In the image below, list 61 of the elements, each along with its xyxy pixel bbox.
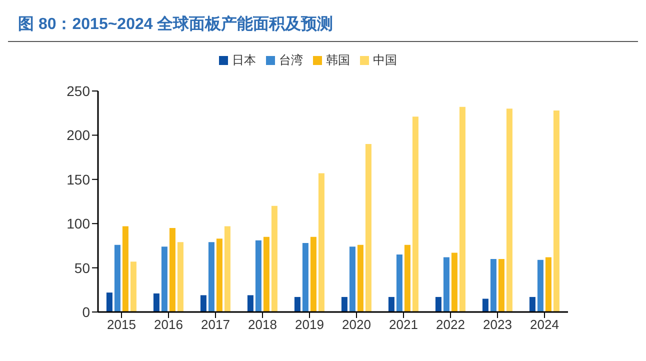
chart-title: 图 80：2015~2024 全球面板产能面积及预测 [8, 8, 638, 42]
bar [545, 257, 552, 312]
x-tick-label: 2015 [107, 317, 136, 332]
bar [247, 295, 254, 312]
bar [177, 242, 184, 312]
bar [365, 144, 372, 312]
bar [263, 236, 270, 312]
legend-label: 台湾 [279, 53, 303, 67]
x-tick-label: 2018 [248, 317, 277, 332]
bar [482, 298, 488, 312]
bar [106, 292, 112, 312]
x-tick-label: 2016 [154, 317, 183, 332]
y-tick-label: 50 [74, 260, 90, 276]
bar [412, 116, 418, 312]
bar [271, 206, 278, 312]
bar [396, 254, 402, 312]
bar [498, 258, 504, 312]
bar [451, 252, 458, 312]
bar [302, 243, 308, 312]
bar [122, 226, 128, 312]
x-tick-label: 2020 [342, 317, 371, 332]
bar [130, 262, 136, 312]
bar [459, 106, 466, 312]
bar [310, 236, 316, 312]
bar [349, 246, 356, 312]
bar [169, 228, 176, 312]
bar [114, 244, 120, 312]
x-tick-label: 2024 [530, 317, 559, 332]
bar [506, 108, 512, 312]
bar [404, 244, 410, 312]
y-tick-label: 0 [82, 304, 90, 320]
x-tick-label: 2017 [201, 317, 230, 332]
bar [553, 110, 560, 312]
bar [357, 244, 364, 312]
x-tick-label: 2019 [295, 317, 324, 332]
bar [318, 173, 324, 312]
bar [435, 296, 442, 312]
bar [153, 293, 160, 312]
bar [341, 296, 348, 312]
y-tick-label: 250 [66, 82, 90, 99]
y-tick-label: 150 [66, 171, 90, 188]
bar [529, 296, 536, 312]
bar [443, 257, 450, 312]
legend-label: 中国 [373, 53, 397, 67]
bar [161, 246, 168, 312]
bar [255, 240, 262, 312]
x-tick-label: 2021 [389, 317, 418, 332]
y-tick-label: 200 [66, 127, 90, 144]
x-tick-label: 2023 [483, 317, 512, 332]
bar [294, 296, 300, 312]
legend-label: 韩国 [326, 53, 350, 67]
bar [388, 296, 394, 312]
bar [537, 260, 544, 312]
y-tick-label: 100 [66, 216, 90, 232]
x-tick-label: 2022 [436, 317, 465, 332]
bar [224, 226, 230, 312]
bar [208, 242, 214, 312]
bar [200, 295, 206, 312]
bar [216, 238, 222, 312]
bar [490, 258, 496, 312]
legend-label: 日本 [232, 53, 256, 67]
